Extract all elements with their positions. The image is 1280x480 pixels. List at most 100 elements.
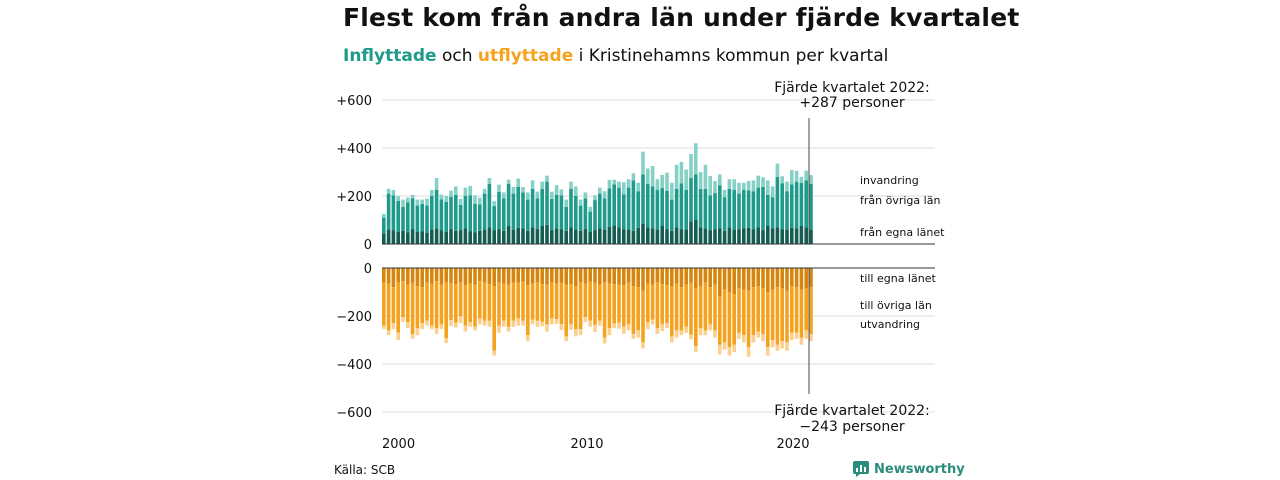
bar-fran-ovriga-lan [660, 188, 664, 226]
bar-till-egna-lanet [487, 268, 492, 285]
bar-utvandring [665, 323, 669, 328]
bar-fran-ovriga-lan [449, 196, 453, 230]
bar-fran-egna-lanet [655, 229, 660, 244]
bar-invandring [545, 175, 549, 182]
bar-utvandring [746, 347, 751, 357]
bar-utvandring [727, 347, 732, 356]
bar-till-ovriga-lan [650, 284, 655, 320]
bar-till-egna-lanet [617, 268, 621, 285]
bar-fran-egna-lanet [583, 229, 588, 244]
bar-till-egna-lanet [766, 268, 770, 292]
bar-fran-egna-lanet [425, 233, 429, 244]
bar-invandring [574, 186, 578, 196]
bar-utvandring [550, 318, 554, 325]
bar-invandring [775, 163, 780, 177]
bar-fran-ovriga-lan [554, 194, 559, 229]
bar-till-ovriga-lan [439, 284, 444, 325]
bar-utvandring [478, 318, 482, 325]
bar-invandring [463, 187, 468, 196]
bar-fran-ovriga-lan [540, 188, 544, 226]
bar-till-egna-lanet [511, 268, 516, 283]
bar-till-egna-lanet [521, 268, 525, 282]
bar-till-ovriga-lan [478, 281, 482, 319]
bar-till-egna-lanet [804, 268, 808, 289]
bar-till-ovriga-lan [535, 282, 540, 321]
bar-invandring [780, 176, 784, 184]
bar-fran-egna-lanet [396, 232, 400, 244]
bar-fran-ovriga-lan [770, 197, 775, 229]
bar-invandring [449, 190, 453, 197]
bar-invandring [732, 179, 736, 190]
bar-fran-ovriga-lan [780, 183, 784, 230]
bar-till-ovriga-lan [689, 282, 693, 335]
bar-fran-ovriga-lan [521, 192, 525, 229]
bar-till-ovriga-lan [410, 282, 415, 334]
bar-utvandring [713, 330, 717, 338]
bar-fran-ovriga-lan [578, 205, 583, 231]
bar-fran-egna-lanet [626, 229, 631, 244]
bar-invandring [439, 194, 444, 200]
bar-invandring [665, 172, 669, 191]
bar-fran-egna-lanet [444, 232, 448, 244]
x-tick: 2020 [776, 437, 809, 452]
bar-fran-egna-lanet [785, 229, 789, 244]
bar-fran-ovriga-lan [458, 204, 463, 231]
bar-till-ovriga-lan [732, 294, 736, 345]
bar-till-ovriga-lan [612, 284, 616, 324]
bar-fran-egna-lanet [497, 229, 501, 244]
bar-till-egna-lanet [636, 268, 640, 288]
bar-utvandring [607, 328, 612, 336]
bar-fran-ovriga-lan [430, 196, 434, 230]
bar-fran-ovriga-lan [434, 190, 439, 229]
bar-invandring [487, 178, 492, 184]
bar-fran-egna-lanet [588, 232, 592, 244]
bar-fran-egna-lanet [569, 227, 573, 244]
bar-till-egna-lanet [454, 268, 458, 285]
bar-till-ovriga-lan [708, 287, 712, 325]
bar-till-egna-lanet [679, 268, 684, 288]
y-tick-bottom: −200 [336, 310, 372, 325]
bar-till-egna-lanet [430, 268, 434, 284]
bar-till-egna-lanet [689, 268, 693, 283]
bar-fran-egna-lanet [545, 224, 549, 244]
bar-till-ovriga-lan [641, 290, 645, 343]
bar-invandring [468, 185, 472, 196]
bar-utvandring [492, 350, 496, 356]
bar-till-egna-lanet [790, 268, 794, 286]
bar-utvandring [684, 326, 688, 333]
bar-till-egna-lanet [746, 268, 751, 291]
bar-till-ovriga-lan [703, 282, 708, 331]
bar-till-ovriga-lan [482, 282, 487, 321]
bar-till-ovriga-lan [454, 284, 458, 323]
bar-fran-egna-lanet [646, 227, 650, 244]
bar-till-egna-lanet [463, 268, 468, 286]
bar-till-egna-lanet [756, 268, 760, 286]
bar-utvandring [737, 332, 741, 339]
bar-utvandring [578, 329, 583, 336]
bar-fran-egna-lanet [650, 228, 655, 244]
bar-till-egna-lanet [780, 268, 784, 289]
bar-fran-ovriga-lan [482, 193, 487, 230]
bar-till-ovriga-lan [698, 286, 703, 328]
bar-fran-egna-lanet [766, 226, 770, 244]
bar-invandring [751, 180, 756, 192]
bar-till-egna-lanet [722, 268, 727, 290]
bar-invandring [761, 177, 765, 187]
bar-utvandring [396, 332, 400, 340]
bar-till-egna-lanet [559, 268, 564, 283]
bar-utvandring [670, 336, 674, 343]
bar-fran-egna-lanet [761, 230, 765, 244]
bar-till-egna-lanet [775, 268, 780, 288]
bar-fran-egna-lanet [463, 228, 468, 244]
bar-fran-ovriga-lan [602, 198, 607, 230]
bar-till-ovriga-lan [468, 283, 472, 322]
bar-fran-egna-lanet [478, 230, 482, 244]
bar-utvandring [679, 330, 684, 336]
bar-till-egna-lanet [698, 268, 703, 286]
bar-invandring [535, 191, 540, 199]
bar-till-ovriga-lan [425, 282, 429, 321]
bar-invandring [454, 186, 458, 195]
bar-utvandring [535, 320, 540, 327]
bar-fran-egna-lanet [722, 230, 727, 244]
